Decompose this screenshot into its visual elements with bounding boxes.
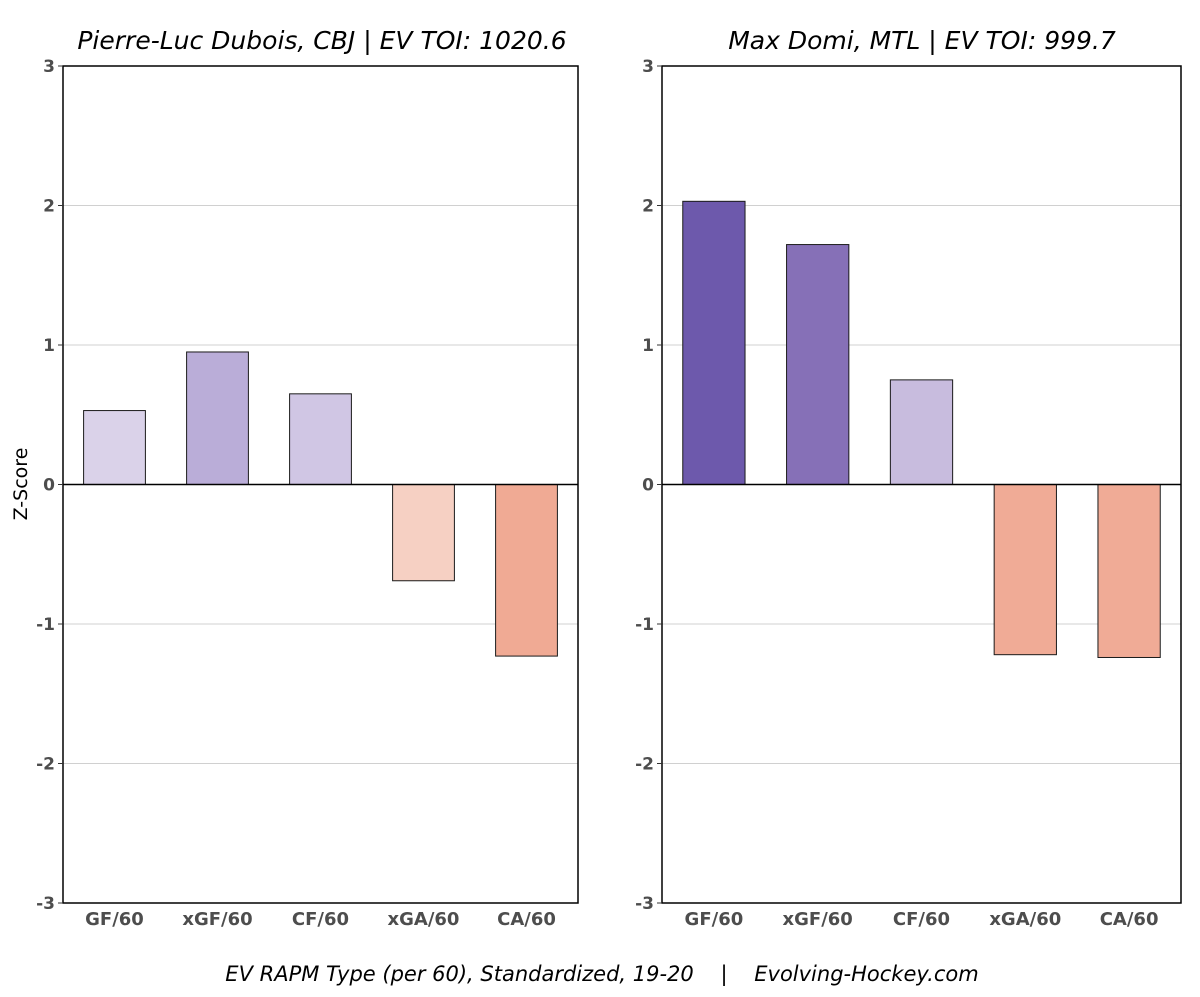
y-tick-label: 0 xyxy=(43,476,55,496)
y-tick-label: -3 xyxy=(635,894,654,914)
y-tick-label: 2 xyxy=(642,197,654,217)
x-tick-label: GF/60 xyxy=(685,909,744,930)
x-tick-label: xGA/60 xyxy=(989,909,1061,930)
y-tick-label: 1 xyxy=(43,336,55,356)
y-tick-label: -1 xyxy=(635,615,654,635)
x-axis-caption: EV RAPM Type (per 60), Standardized, 19-… xyxy=(225,962,978,987)
x-tick-label: GF/60 xyxy=(85,909,144,930)
y-tick-label: -2 xyxy=(635,755,654,775)
y-tick-label: -2 xyxy=(36,755,55,775)
y-tick-label: 3 xyxy=(43,57,55,77)
x-tick-label: CF/60 xyxy=(893,909,950,930)
bar-xgf-60 xyxy=(786,244,850,485)
y-axis-label: Z-Score xyxy=(10,448,32,521)
bar-gf-60 xyxy=(682,200,746,485)
bar-gf-60 xyxy=(83,410,146,485)
x-tick-label: CA/60 xyxy=(1100,909,1159,930)
y-tick-label: 0 xyxy=(642,476,654,496)
y-tick-label: -3 xyxy=(36,894,55,914)
x-tick-label: xGF/60 xyxy=(783,909,853,930)
bar-xga-60 xyxy=(392,484,455,582)
bar-ca-60 xyxy=(495,484,558,657)
panel-dubois: Pierre-Luc Dubois, CBJ | EV TOI: 1020.6 G… xyxy=(36,26,579,930)
x-tick-label: CA/60 xyxy=(497,909,556,930)
bar-xga-60 xyxy=(993,484,1057,656)
x-tick-label: xGF/60 xyxy=(182,909,252,930)
x-tick-label: CF/60 xyxy=(292,909,349,930)
panel-domi: Max Domi, MTL | EV TOI: 999.7 GF/60 xGF/60… xyxy=(635,26,1182,930)
panel-title: Pierre-Luc Dubois, CBJ | EV TOI: 1020.6 xyxy=(77,26,566,55)
panel-title: Max Domi, MTL | EV TOI: 999.7 xyxy=(728,26,1116,55)
bar-ca-60 xyxy=(1097,484,1161,658)
y-tick-label: 1 xyxy=(642,336,654,356)
x-tick-label: xGA/60 xyxy=(388,909,460,930)
bar-cf-60 xyxy=(289,393,352,486)
y-tick-label: -1 xyxy=(36,615,55,635)
y-tick-label: 3 xyxy=(642,57,654,77)
y-tick-label: 2 xyxy=(43,197,55,217)
bar-xgf-60 xyxy=(186,351,249,485)
bar-cf-60 xyxy=(889,379,954,485)
